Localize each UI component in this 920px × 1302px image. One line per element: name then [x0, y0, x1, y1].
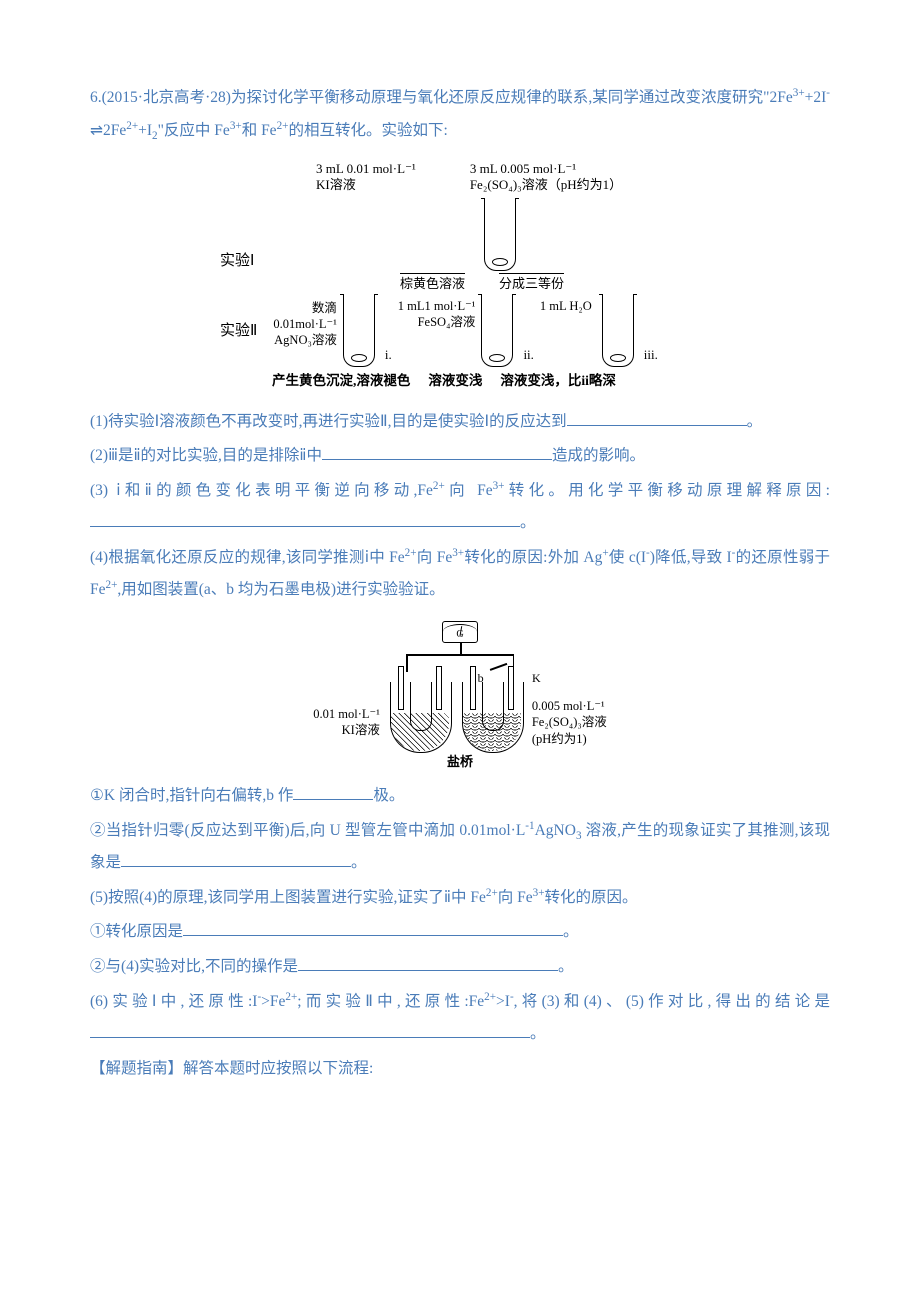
blank-4-1	[293, 782, 373, 800]
test-tube-icon	[602, 294, 634, 367]
i-roman: i.	[385, 347, 392, 363]
blank-2	[322, 442, 552, 460]
blank-4-2	[121, 849, 351, 867]
u-tube-right-icon	[462, 682, 522, 752]
intro-1: 为探讨化学平衡移动原理与氧化还原反应规律的联系,某同学通过改变浓度研究"2Fe	[231, 89, 793, 106]
question-1: (1)待实验Ⅰ溶液颜色不再改变时,再进行实验Ⅱ,目的是使实验Ⅰ的反应达到。	[90, 406, 830, 439]
fe2so4-label: 3 mL 0.005 mol·L⁻¹ Fe₂(SO₄)₃溶液（pH约为1）	[470, 161, 622, 194]
brown-solution-label: 棕黄色溶液	[400, 273, 465, 292]
split-label: 分成三等份	[499, 273, 564, 292]
agno3-drops-label: 数滴 0.01mol·L⁻¹ AgNO₃溶液	[273, 300, 336, 349]
electrode-icon	[436, 666, 442, 710]
electrochemical-device-diagram: G K a b 0.01 mol·L⁻¹ KI溶液	[310, 621, 610, 770]
question-4: (4)根据氧化还原反应的规律,该同学推测ⅰ中 Fe2+向 Fe3+转化的原因:外…	[90, 542, 830, 607]
exp2-label: 实验Ⅱ	[220, 322, 257, 341]
experiment-diagram: 3 mL 0.01 mol·L⁻¹ KI溶液 3 mL 0.005 mol·L⁻…	[220, 161, 700, 390]
iii-roman: iii.	[644, 347, 658, 363]
salt-bridge-label: 盐桥	[310, 754, 610, 770]
blank-6	[90, 1020, 530, 1038]
question-5: (5)按照(4)的原理,该同学用上图装置进行实验,证实了ⅱ中 Fe2+向 Fe3…	[90, 882, 830, 915]
electrode-icon	[398, 666, 404, 710]
feso4-add-label: 1 mL1 mol·L⁻¹ FeSO₄溶液	[398, 298, 476, 331]
u-tube-left-icon	[390, 682, 450, 752]
electrode-icon	[508, 666, 514, 710]
cap-i: 产生黄色沉淀,溶液褪色	[272, 373, 410, 390]
cap-ii: 溶液变浅	[428, 373, 482, 390]
solution-hint: 【解题指南】解答本题时应按照以下流程:	[90, 1053, 830, 1086]
exp1-label: 实验Ⅰ	[220, 252, 254, 271]
question-5-1: ①转化原因是。	[90, 916, 830, 949]
blank-5-1	[183, 918, 563, 936]
blank-1	[567, 408, 747, 426]
sup-fe3: 3+	[793, 87, 805, 99]
question-2: (2)ⅲ是ⅱ的对比实验,目的是排除ⅱ中造成的影响。	[90, 440, 830, 473]
question-5-2: ②与(4)实验对比,不同的操作是。	[90, 951, 830, 984]
cap-iii: 溶液变浅，比ii略深	[500, 373, 616, 390]
right-solution-label: 0.005 mol·L⁻¹ Fe₂(SO₄)₃溶液 (pH约为1)	[532, 698, 607, 752]
blank-5-2	[298, 953, 558, 971]
ki-label: 3 mL 0.01 mol·L⁻¹ KI溶液	[316, 161, 416, 194]
question-3: (3) ⅰ和ⅱ的颜色变化表明平衡逆向移动,Fe2+向 Fe3+转化。用化学平衡移…	[90, 475, 830, 540]
test-tube-icon	[343, 294, 375, 367]
question-4-1: ①K 闭合时,指针向右偏转,b 作极。	[90, 780, 830, 813]
test-tube-icon	[484, 198, 516, 271]
galvanometer-icon: G	[442, 621, 478, 643]
electrode-icon	[470, 666, 476, 710]
test-tube-icon	[481, 294, 513, 367]
left-solution-label: 0.01 mol·L⁻¹ KI溶液	[313, 706, 380, 752]
source-tag: 6.(2015·北京高考·28)	[90, 89, 231, 106]
blank-3	[90, 509, 520, 527]
question-header: 6.(2015·北京高考·28)为探讨化学平衡移动原理与氧化还原反应规律的联系,…	[90, 82, 830, 147]
question-4-2: ②当指针归零(反应达到平衡)后,向 U 型管左管中滴加 0.01mol·L-1A…	[90, 815, 830, 880]
ii-roman: ii.	[523, 347, 533, 363]
question-6: (6)实验Ⅰ中,还原性:I->Fe2+;而实验Ⅱ中,还原性:Fe2+>I-,将(…	[90, 986, 830, 1051]
